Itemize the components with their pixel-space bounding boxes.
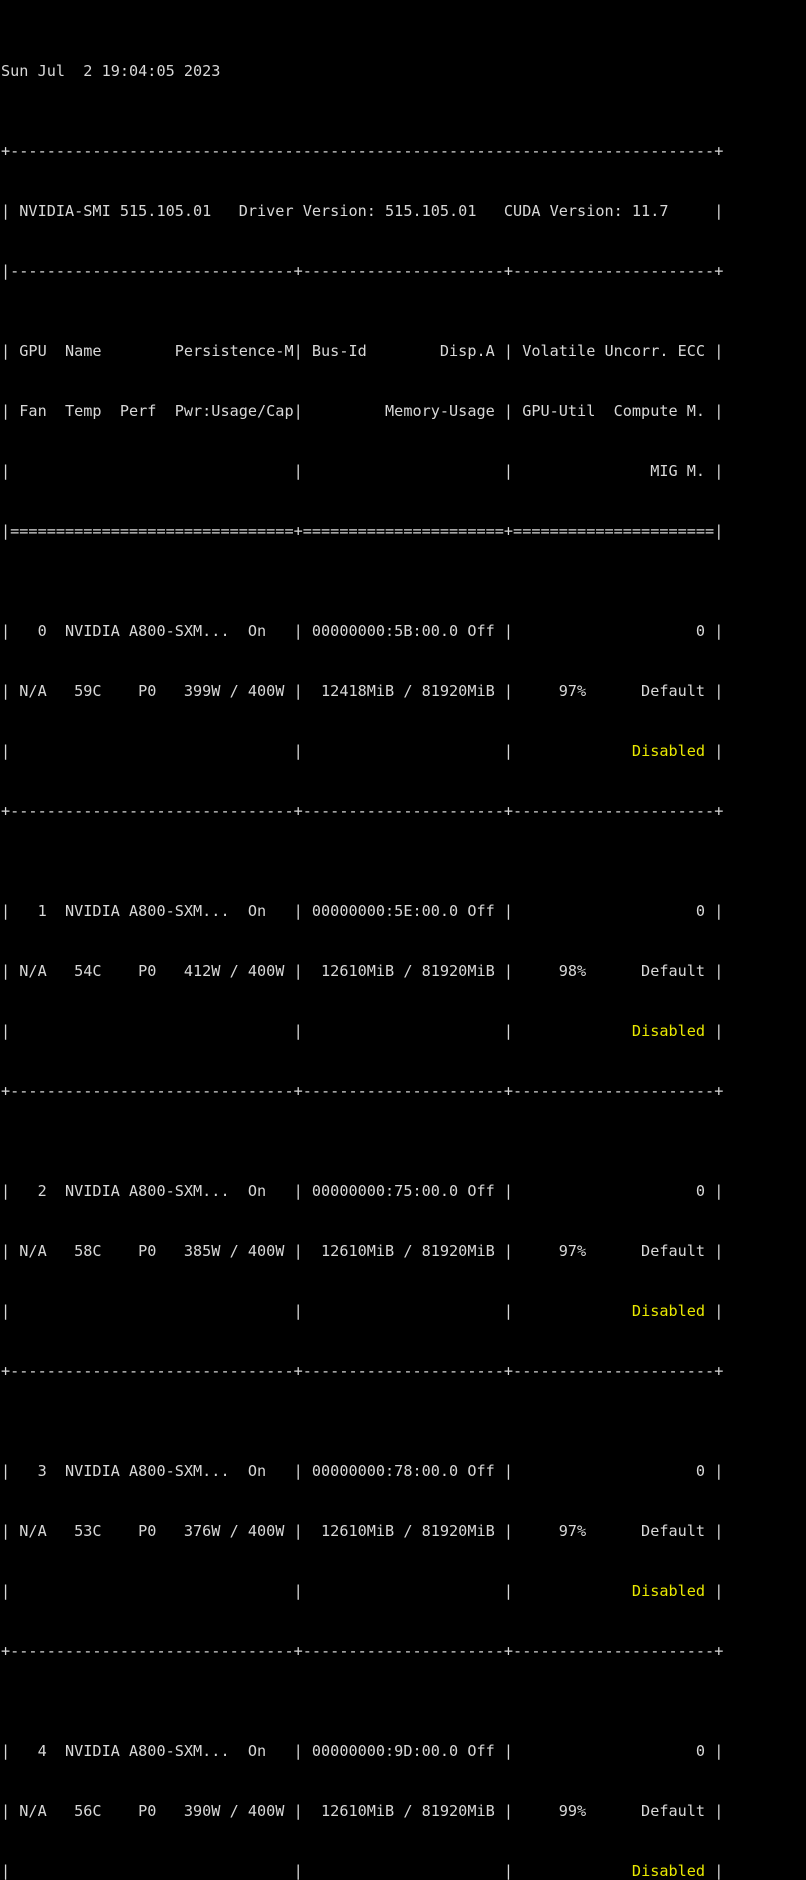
table-border-row-sep-3: +-------------------------------+-------…	[1, 1642, 724, 1660]
gpu-row-0-pad-right: |	[705, 742, 724, 760]
gpu-row-4-pad-left: | | |	[1, 1862, 632, 1880]
smi-version-header: | NVIDIA-SMI 515.105.01 Driver Version: …	[1, 202, 724, 220]
column-header-row-1: | GPU Name Persistence-M| Bus-Id Disp.A …	[1, 342, 724, 360]
gpu-row-4-line-3: | | | Disabled |	[1, 1861, 806, 1880]
column-header-row-2: | Fan Temp Perf Pwr:Usage/Cap| Memory-Us…	[1, 402, 724, 420]
gpu-row-4-mig-mode: Disabled	[631, 1862, 706, 1880]
table-border-mid: |-------------------------------+-------…	[1, 262, 724, 280]
gpu-row-0-pad-left: | | |	[1, 742, 632, 760]
table-border-top: +---------------------------------------…	[1, 142, 724, 160]
gpu-row-4-line-2: | N/A 56C P0 390W / 400W | 12610MiB / 81…	[1, 1802, 724, 1820]
gpu-row-1-line-2: | N/A 54C P0 412W / 400W | 12610MiB / 81…	[1, 962, 724, 980]
table-border-row-sep-0: +-------------------------------+-------…	[1, 802, 724, 820]
gpu-row-0-line-2: | N/A 59C P0 399W / 400W | 12418MiB / 81…	[1, 682, 724, 700]
gpu-row-2-line-1: | 2 NVIDIA A800-SXM... On | 00000000:75:…	[1, 1182, 724, 1200]
gpu-row-2-pad-left: | | |	[1, 1302, 632, 1320]
shell-date-output: Sun Jul 2 19:04:05 2023	[1, 62, 221, 80]
gpu-row-3-line-1: | 3 NVIDIA A800-SXM... On | 00000000:78:…	[1, 1462, 724, 1480]
gpu-row-1-line-1: | 1 NVIDIA A800-SXM... On | 00000000:5E:…	[1, 902, 724, 920]
gpu-row-3-line-2: | N/A 53C P0 376W / 400W | 12610MiB / 81…	[1, 1522, 724, 1540]
gpu-row-0-line-3: | | | Disabled |	[1, 741, 806, 761]
gpu-row-2-line-3: | | | Disabled |	[1, 1301, 806, 1321]
gpu-row-2-line-2: | N/A 58C P0 385W / 400W | 12610MiB / 81…	[1, 1242, 724, 1260]
table-border-row-sep-2: +-------------------------------+-------…	[1, 1362, 724, 1380]
gpu-row-1-mig-mode: Disabled	[631, 1022, 706, 1040]
gpu-row-3-line-3: | | | Disabled |	[1, 1581, 806, 1601]
gpu-row-1-pad-left: | | |	[1, 1022, 632, 1040]
table-border-header-eq: |===============================+=======…	[1, 522, 724, 540]
gpu-row-2-mig-mode: Disabled	[631, 1302, 706, 1320]
gpu-row-1-pad-right: |	[705, 1022, 724, 1040]
gpu-row-2-pad-right: |	[705, 1302, 724, 1320]
gpu-row-0-mig-mode: Disabled	[631, 742, 706, 760]
gpu-row-4-pad-right: |	[705, 1862, 724, 1880]
gpu-row-4-line-1: | 4 NVIDIA A800-SXM... On | 00000000:9D:…	[1, 1742, 724, 1760]
gpu-row-3-mig-mode: Disabled	[631, 1582, 706, 1600]
gpu-row-3-pad-left: | | |	[1, 1582, 632, 1600]
column-header-row-3: | | | MIG M. |	[1, 462, 724, 480]
gpu-row-0-line-1: | 0 NVIDIA A800-SXM... On | 00000000:5B:…	[1, 622, 724, 640]
gpu-row-3-pad-right: |	[705, 1582, 724, 1600]
gpu-row-1-line-3: | | | Disabled |	[1, 1021, 806, 1041]
table-border-row-sep-1: +-------------------------------+-------…	[1, 1082, 724, 1100]
